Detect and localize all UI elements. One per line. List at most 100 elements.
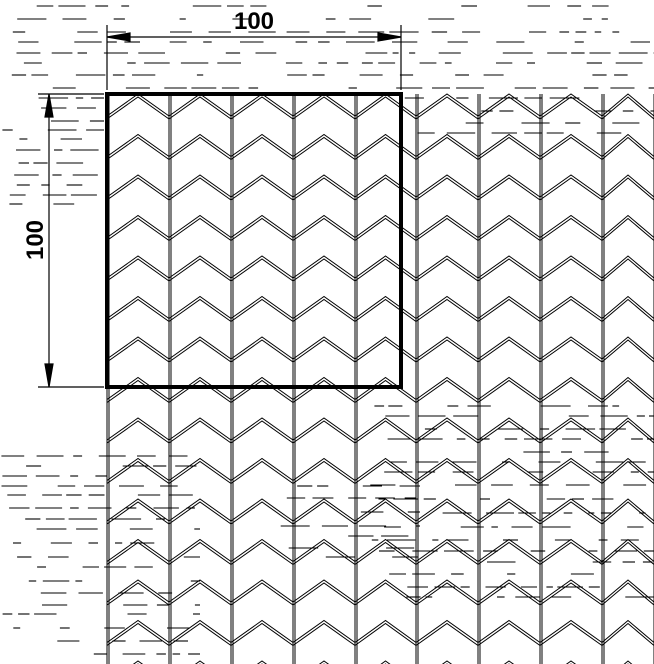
chevron-tile-edge	[168, 177, 232, 201]
chevron-tile-edge	[106, 217, 170, 241]
chevron-tile-edge	[230, 295, 294, 319]
chevron-tile-edge	[354, 255, 417, 279]
chevron-tile-edge	[194, 660, 206, 664]
chevron-tile-edge	[354, 298, 417, 322]
chevron-tile-edge	[106, 460, 170, 484]
chevron-tile-edge	[477, 379, 541, 403]
chevron-tile-edge	[415, 298, 479, 322]
chevron-tile-edge	[230, 498, 294, 522]
chevron-tile-edge	[292, 379, 356, 403]
chevron-tile-edge	[601, 376, 654, 400]
chevron-tile-edge	[354, 498, 417, 522]
chevron-tile-edge	[168, 579, 232, 603]
chevron-tile-edge	[292, 133, 356, 157]
chevron-tile-edge	[539, 93, 603, 117]
chevron-tile-edge	[292, 417, 356, 441]
chevron-tile-edge	[477, 420, 541, 444]
chevron-tile-edge	[354, 417, 417, 441]
chevron-tile-edge	[601, 93, 654, 117]
chevron-tile-edge	[601, 420, 654, 444]
chevron-tile-edge	[292, 298, 356, 322]
chevron-tile-edge	[292, 619, 356, 643]
chevron-tile-edge	[601, 217, 654, 241]
chevron-tile-edge	[292, 96, 356, 120]
chevron-tile-edge	[230, 217, 294, 241]
chevron-tile-edge	[539, 255, 603, 279]
chevron-tile-edge	[230, 379, 294, 403]
chevron-tile-edge	[354, 136, 417, 160]
chevron-tile-edge	[477, 582, 541, 606]
chevron-tile-edge	[415, 214, 479, 238]
chevron-tile-edge	[106, 541, 170, 565]
chevron-tile-edge	[415, 177, 479, 201]
chevron-tile-edge	[292, 258, 356, 282]
chevron-tile-edge	[354, 295, 417, 319]
chevron-tile-edge	[354, 622, 417, 646]
chevron-tile-edge	[477, 619, 541, 643]
chevron-tile-edge	[415, 133, 479, 157]
chevron-tile-edge	[292, 336, 356, 360]
chevron-tile-edge	[539, 498, 603, 522]
chevron-tile-edge	[292, 177, 356, 201]
chevron-tile-edge	[230, 96, 294, 120]
chevron-tile-edge	[106, 96, 170, 120]
chevron-tile-edge	[415, 258, 479, 282]
chevron-tile-edge	[106, 295, 170, 319]
chevron-tile-edge	[168, 538, 232, 562]
chevron-tile-edge	[168, 420, 232, 444]
chevron-tile-edge	[106, 498, 170, 522]
horizontal-dimension-arrow-left	[106, 32, 131, 42]
chevron-tile-edge	[601, 619, 654, 643]
chevron-tile-edge	[477, 622, 541, 646]
chevron-tile-edge	[477, 174, 541, 198]
chevron-tile-edge	[292, 622, 356, 646]
chevron-tile-edge	[539, 579, 603, 603]
chevron-tile-edge	[106, 622, 170, 646]
chevron-tile-edge	[354, 420, 417, 444]
chevron-tile-edge	[230, 214, 294, 238]
chevron-tile-edge	[477, 217, 541, 241]
chevron-tile-edge	[168, 133, 232, 157]
chevron-tile-edge	[539, 258, 603, 282]
chevron-tile-edge	[601, 501, 654, 525]
chevron-tile-edge	[477, 457, 541, 481]
chevron-tile-edge	[106, 214, 170, 238]
chevron-tile-edge	[539, 217, 603, 241]
chevron-tile-edge	[230, 339, 294, 363]
chevron-tile-edge	[292, 541, 356, 565]
chevron-tile-edge	[539, 582, 603, 606]
chevron-tile-edge	[415, 417, 479, 441]
chevron-tile-edge	[539, 339, 603, 363]
chevron-tile-edge	[292, 579, 356, 603]
chevron-tile-edge	[477, 541, 541, 565]
chevron-tile-edge	[354, 96, 417, 120]
chevron-tile-edge	[601, 258, 654, 282]
sample-area-outline	[105, 92, 403, 389]
chevron-tile-edge	[354, 538, 417, 562]
water-hatch-marks	[1, 5, 654, 655]
chevron-tile-edge	[230, 622, 294, 646]
chevron-tile-edge	[477, 133, 541, 157]
chevron-tile-edge	[168, 376, 232, 400]
chevron-tile-edge	[354, 258, 417, 282]
chevron-tile-edge	[292, 339, 356, 363]
chevron-tile-edge	[168, 501, 232, 525]
chevron-tile-edge	[354, 501, 417, 525]
chevron-tile-edge	[106, 420, 170, 444]
chevron-tile-edge	[168, 255, 232, 279]
chevron-tile-edge	[230, 136, 294, 160]
chevron-tile-edge	[106, 298, 170, 322]
chevron-tile-edge	[106, 339, 170, 363]
chevron-tile-edge	[415, 96, 479, 120]
chevron-tile-edge	[415, 501, 479, 525]
chevron-tile-edge	[354, 177, 417, 201]
chevron-tile-edge	[292, 214, 356, 238]
chevron-tile-edge	[477, 96, 541, 120]
chevron-tile-edge	[539, 298, 603, 322]
chevron-tile-edge	[168, 96, 232, 120]
chevron-tile-edge	[539, 379, 603, 403]
chevron-tile-edge	[539, 174, 603, 198]
chevron-tile-edge	[168, 136, 232, 160]
chevron-tile-edge	[354, 339, 417, 363]
chevron-tile-edge	[601, 136, 654, 160]
